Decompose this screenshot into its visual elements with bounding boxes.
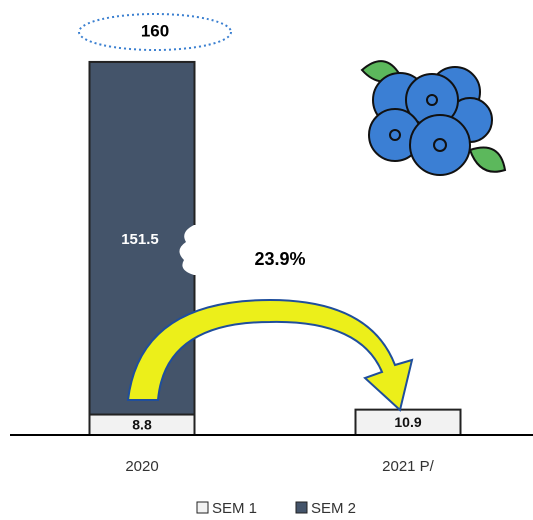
legend-swatch (196, 501, 209, 514)
x-tick-label: 2020 (125, 458, 158, 475)
value-label: 10.9 (394, 414, 421, 430)
blueberry-illustration (360, 60, 507, 176)
legend-label: SEM 1 (212, 500, 257, 517)
total-ellipse (78, 13, 232, 51)
value-label: 151.5 (121, 231, 159, 248)
total-label: 160 (141, 21, 169, 40)
value-label: 8.8 (132, 416, 152, 432)
legend-label: SEM 2 (311, 500, 356, 517)
annotation: 23.9% (254, 249, 305, 269)
growth-arrow (126, 298, 414, 412)
bar-break (179, 225, 200, 275)
x-tick-label: 2021 P/ (382, 458, 435, 475)
legend-swatch (295, 501, 308, 514)
